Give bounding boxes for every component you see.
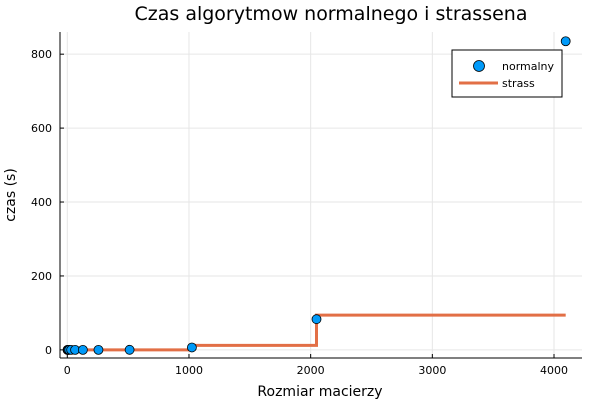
data-point-normalny	[93, 344, 104, 355]
plot-area	[62, 36, 571, 355]
data-point-normalny	[311, 314, 322, 325]
x-tick-label: 2000	[297, 364, 325, 377]
y-tick-label: 800	[31, 48, 52, 61]
y-axis-label: czas (s)	[3, 168, 19, 222]
x-tick-label: 3000	[418, 364, 446, 377]
y-tick-label: 600	[31, 122, 52, 135]
y-tick-label: 0	[45, 344, 52, 357]
y-tick-label: 200	[31, 270, 52, 283]
legend: normalny strass	[451, 49, 563, 98]
data-point-normalny	[186, 342, 197, 353]
x-tick-label: 4000	[540, 364, 568, 377]
legend-marker-normalny	[473, 60, 485, 72]
data-point-normalny	[77, 344, 88, 355]
data-point-normalny	[560, 36, 571, 47]
y-tick-label: 400	[31, 196, 52, 209]
axes	[59, 32, 582, 359]
chart-title: Czas algorytmow normalnego i strassena	[135, 3, 528, 25]
data-point-normalny	[124, 344, 135, 355]
legend-box	[451, 49, 563, 98]
x-tick-label: 0	[64, 364, 71, 377]
x-axis-label: Rozmiar macierzy	[257, 384, 382, 400]
legend-label-strass: strass	[502, 77, 535, 90]
legend-label-normalny: normalny	[502, 60, 555, 73]
x-ticks: 0 1000 2000 3000 4000	[64, 354, 568, 377]
x-tick-label: 1000	[175, 364, 203, 377]
y-ticks: 0 200 400 600 800	[31, 48, 64, 357]
